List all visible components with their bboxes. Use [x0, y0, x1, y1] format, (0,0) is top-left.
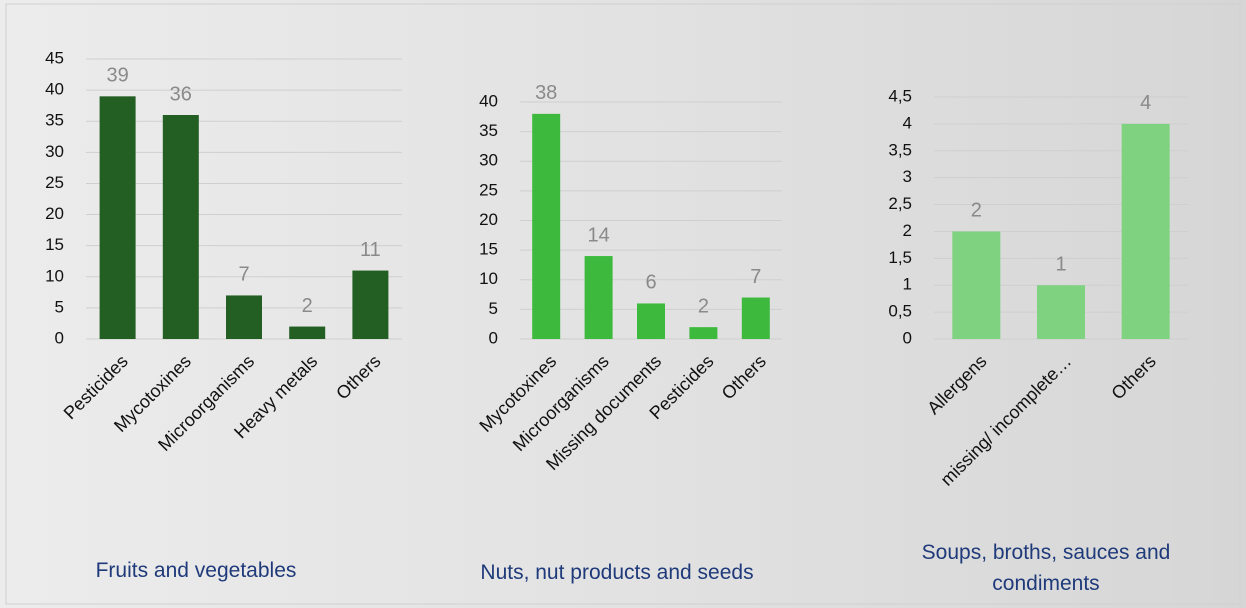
y-tick-label: 10	[45, 266, 64, 285]
y-tick-label: 1,5	[888, 248, 912, 267]
y-tick-label: 25	[479, 180, 498, 199]
x-tick-label: Others	[332, 351, 384, 403]
value-label: 2	[971, 200, 982, 222]
value-label: 7	[238, 264, 249, 286]
bar	[162, 115, 199, 339]
bar	[226, 295, 262, 339]
frame	[5, 3, 1241, 605]
chart-title: Soups, broths, sauces and condiments	[921, 541, 1171, 595]
y-tick-label: 15	[45, 235, 64, 254]
y-tick-label: 45	[45, 48, 64, 67]
x-tick-label: Microorganisms	[509, 351, 613, 455]
bar	[99, 96, 136, 339]
x-tick-label: Allergens	[923, 351, 990, 418]
bar	[289, 326, 326, 339]
y-tick-label: 35	[45, 111, 64, 130]
value-label: 39	[106, 65, 128, 87]
y-tick-label: 4,5	[888, 86, 912, 105]
y-tick-label: 35	[479, 121, 498, 140]
value-label: 7	[750, 266, 761, 288]
bar	[952, 231, 1001, 339]
bar	[584, 256, 613, 339]
value-label: 36	[170, 83, 192, 105]
y-tick-label: 5	[489, 299, 498, 318]
value-label: 6	[645, 272, 656, 294]
y-tick-label: 30	[479, 151, 498, 170]
chart-title: Nuts, nut products and seeds	[480, 561, 754, 584]
y-tick-label: 0	[903, 328, 912, 347]
y-tick-label: 10	[479, 269, 498, 288]
bar	[1037, 285, 1085, 339]
y-tick-label: 40	[45, 80, 64, 99]
y-tick-label: 20	[45, 204, 64, 223]
x-tick-label: Others	[718, 351, 770, 403]
value-label: 38	[535, 82, 557, 104]
bar	[689, 327, 718, 339]
value-label: 11	[360, 239, 381, 261]
y-tick-label: 0,5	[888, 302, 912, 321]
y-tick-label: 4	[903, 113, 912, 132]
y-tick-label: 40	[479, 91, 498, 110]
y-tick-label: 1	[903, 275, 912, 294]
x-tick-label: Others	[1108, 351, 1160, 403]
bar	[741, 297, 770, 339]
value-label: 4	[1140, 92, 1151, 114]
y-tick-label: 0	[489, 328, 498, 347]
y-tick-label: 3,5	[888, 140, 912, 159]
y-tick-label: 30	[45, 142, 64, 161]
y-tick-label: 15	[479, 240, 498, 259]
y-tick-label: 2	[903, 221, 912, 240]
chart-title: Fruits and vegetables	[95, 559, 297, 582]
bar	[637, 303, 665, 339]
y-tick-label: 25	[45, 173, 64, 192]
y-tick-label: 5	[55, 297, 64, 316]
y-tick-label: 20	[479, 210, 498, 229]
y-tick-label: 0	[55, 328, 64, 347]
value-label: 1	[1055, 254, 1066, 276]
value-label: 2	[302, 295, 313, 317]
bar	[1121, 123, 1170, 339]
y-tick-label: 2,5	[888, 194, 912, 213]
value-label: 14	[587, 224, 609, 246]
bar	[532, 113, 561, 339]
y-tick-label: 3	[903, 167, 912, 186]
value-label: 2	[698, 295, 709, 317]
bar	[352, 270, 389, 339]
